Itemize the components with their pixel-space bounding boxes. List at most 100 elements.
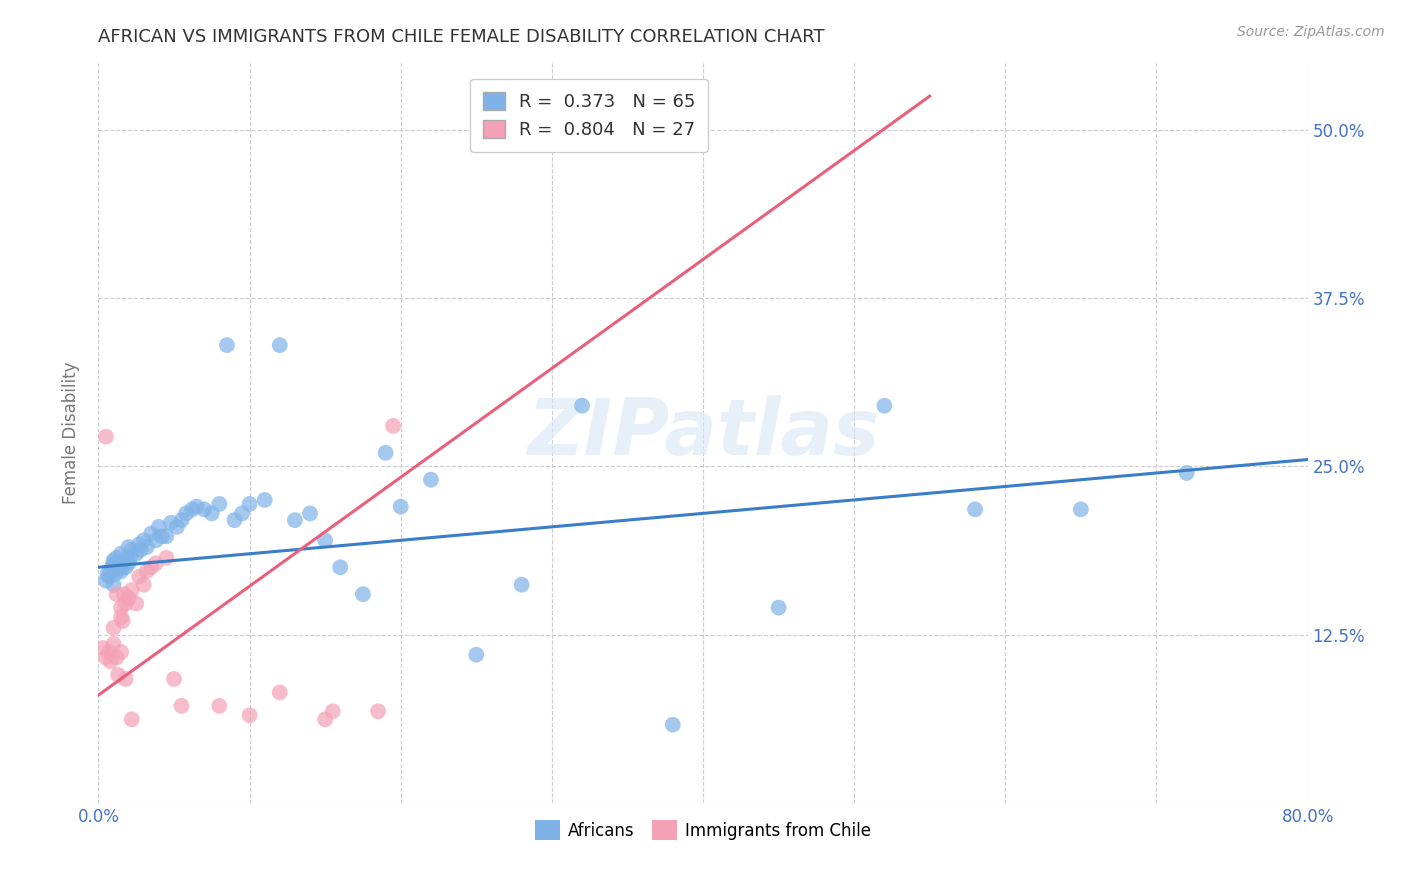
Point — [1070, 502, 1092, 516]
Point — [269, 685, 291, 699]
Point — [121, 712, 143, 726]
Point — [193, 502, 215, 516]
Point — [110, 600, 132, 615]
Point — [121, 542, 143, 557]
Point — [128, 537, 150, 551]
Point — [91, 640, 114, 655]
Point — [160, 516, 183, 530]
Point — [163, 672, 186, 686]
Point — [100, 655, 122, 669]
Point — [208, 497, 231, 511]
Point — [103, 621, 125, 635]
Point — [98, 569, 121, 583]
Point — [284, 513, 307, 527]
Point — [314, 533, 336, 548]
Point — [465, 648, 488, 662]
Point — [269, 338, 291, 352]
Point — [208, 698, 231, 713]
Point — [108, 561, 131, 575]
Point — [215, 338, 238, 352]
Point — [145, 533, 167, 548]
Point — [322, 704, 344, 718]
Point — [239, 497, 262, 511]
Point — [110, 645, 132, 659]
Point — [101, 560, 124, 574]
Point — [382, 418, 405, 433]
Point — [253, 492, 276, 507]
Point — [112, 553, 135, 567]
Point — [141, 526, 163, 541]
Point — [135, 564, 157, 578]
Point — [145, 556, 167, 570]
Point — [103, 556, 125, 570]
Point — [103, 637, 125, 651]
Point — [125, 547, 148, 561]
Point — [105, 587, 128, 601]
Point — [115, 550, 138, 565]
Point — [105, 550, 128, 565]
Point — [120, 549, 142, 564]
Point — [118, 591, 141, 606]
Point — [125, 597, 148, 611]
Point — [352, 587, 374, 601]
Point — [148, 520, 170, 534]
Point — [135, 540, 157, 554]
Point — [181, 502, 204, 516]
Point — [170, 698, 193, 713]
Point — [155, 529, 177, 543]
Point — [661, 717, 683, 731]
Point — [110, 610, 132, 624]
Point — [170, 513, 193, 527]
Point — [94, 430, 117, 444]
Legend: Africans, Immigrants from Chile: Africans, Immigrants from Chile — [529, 814, 877, 847]
Point — [110, 547, 132, 561]
Point — [132, 533, 155, 548]
Point — [201, 507, 224, 521]
Point — [104, 566, 127, 581]
Point — [96, 566, 118, 581]
Text: ZIPatlas: ZIPatlas — [527, 394, 879, 471]
Point — [118, 540, 141, 554]
Point — [299, 507, 322, 521]
Point — [100, 564, 122, 578]
Point — [105, 650, 128, 665]
Point — [110, 564, 132, 578]
Y-axis label: Female Disability: Female Disability — [62, 361, 80, 504]
Point — [141, 560, 163, 574]
Point — [103, 578, 125, 592]
Point — [231, 507, 253, 521]
Point — [374, 446, 396, 460]
Point — [132, 578, 155, 592]
Point — [389, 500, 412, 514]
Point — [111, 556, 134, 570]
Point — [94, 650, 117, 665]
Point — [94, 574, 117, 588]
Point — [314, 712, 336, 726]
Point — [155, 550, 177, 565]
Point — [107, 558, 129, 573]
Point — [114, 597, 136, 611]
Point — [174, 507, 197, 521]
Point — [186, 500, 208, 514]
Point — [965, 502, 987, 516]
Point — [128, 569, 150, 583]
Point — [571, 399, 593, 413]
Point — [768, 600, 790, 615]
Point — [420, 473, 443, 487]
Point — [107, 668, 129, 682]
Point — [105, 560, 128, 574]
Point — [112, 587, 135, 601]
Point — [121, 583, 143, 598]
Point — [150, 529, 173, 543]
Text: Source: ZipAtlas.com: Source: ZipAtlas.com — [1237, 25, 1385, 39]
Point — [224, 513, 246, 527]
Point — [129, 542, 152, 557]
Point — [114, 560, 136, 574]
Point — [329, 560, 352, 574]
Text: AFRICAN VS IMMIGRANTS FROM CHILE FEMALE DISABILITY CORRELATION CHART: AFRICAN VS IMMIGRANTS FROM CHILE FEMALE … — [98, 28, 825, 45]
Point — [510, 578, 533, 592]
Point — [1175, 466, 1198, 480]
Point — [114, 672, 136, 686]
Point — [367, 704, 389, 718]
Point — [873, 399, 896, 413]
